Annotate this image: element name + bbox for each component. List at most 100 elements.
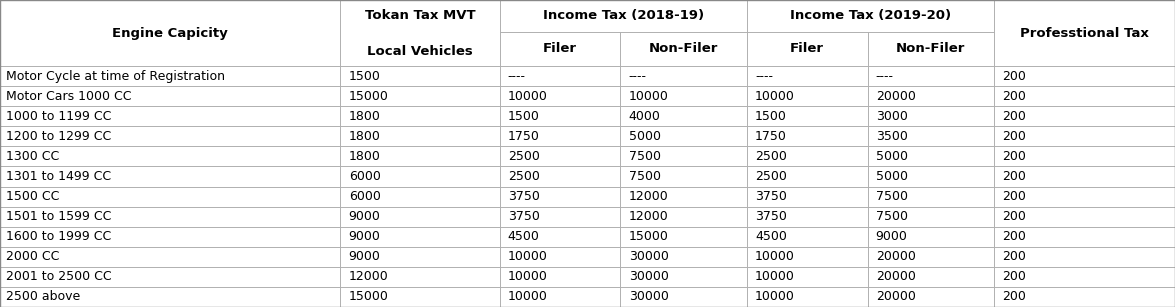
Bar bbox=[867, 207, 994, 227]
Bar bbox=[994, 126, 1175, 146]
Text: Income Tax (2019-20): Income Tax (2019-20) bbox=[790, 9, 951, 22]
Text: 7500: 7500 bbox=[875, 190, 908, 203]
Bar bbox=[994, 146, 1175, 166]
Text: 9000: 9000 bbox=[349, 230, 381, 243]
Text: 7500: 7500 bbox=[875, 210, 908, 223]
Text: 30000: 30000 bbox=[629, 270, 669, 283]
Bar bbox=[620, 66, 747, 86]
Bar bbox=[994, 267, 1175, 287]
Bar bbox=[867, 126, 994, 146]
Bar bbox=[867, 32, 994, 66]
Text: 3500: 3500 bbox=[875, 130, 907, 143]
Bar bbox=[747, 267, 867, 287]
Text: 12000: 12000 bbox=[629, 190, 669, 203]
Bar bbox=[620, 247, 747, 267]
Text: ----: ---- bbox=[629, 70, 646, 83]
Text: Professtional Tax: Professtional Tax bbox=[1020, 26, 1149, 40]
Text: Filer: Filer bbox=[543, 42, 577, 55]
Bar bbox=[620, 186, 747, 207]
Text: 12000: 12000 bbox=[629, 210, 669, 223]
Text: ----: ---- bbox=[508, 70, 526, 83]
Bar bbox=[0, 287, 341, 307]
Bar bbox=[747, 66, 867, 86]
Bar bbox=[994, 287, 1175, 307]
Text: 9000: 9000 bbox=[875, 230, 907, 243]
Bar bbox=[867, 86, 994, 106]
Text: 10000: 10000 bbox=[508, 290, 548, 303]
Text: Tokan Tax MVT

Local Vehicles: Tokan Tax MVT Local Vehicles bbox=[364, 9, 476, 57]
Bar bbox=[341, 247, 499, 267]
Text: 200: 200 bbox=[1002, 130, 1026, 143]
Bar bbox=[0, 126, 341, 146]
Bar bbox=[0, 247, 341, 267]
Bar bbox=[867, 287, 994, 307]
Text: 200: 200 bbox=[1002, 110, 1026, 123]
Text: Non-Filer: Non-Filer bbox=[897, 42, 966, 55]
Text: 10000: 10000 bbox=[508, 250, 548, 263]
Bar bbox=[341, 126, 499, 146]
Bar bbox=[747, 247, 867, 267]
Text: 5000: 5000 bbox=[629, 130, 660, 143]
Text: 10000: 10000 bbox=[756, 290, 794, 303]
Bar bbox=[341, 66, 499, 86]
Bar bbox=[499, 186, 620, 207]
Text: 4000: 4000 bbox=[629, 110, 660, 123]
Text: Filer: Filer bbox=[790, 42, 824, 55]
Bar bbox=[0, 227, 341, 247]
Bar bbox=[341, 267, 499, 287]
Text: 10000: 10000 bbox=[508, 90, 548, 103]
Text: 200: 200 bbox=[1002, 270, 1026, 283]
Text: 5000: 5000 bbox=[875, 150, 908, 163]
Text: 2500: 2500 bbox=[508, 170, 539, 183]
Text: 3750: 3750 bbox=[508, 210, 539, 223]
Bar bbox=[747, 207, 867, 227]
Bar bbox=[0, 66, 341, 86]
Bar bbox=[867, 267, 994, 287]
Text: 30000: 30000 bbox=[629, 290, 669, 303]
Bar bbox=[499, 86, 620, 106]
Text: 15000: 15000 bbox=[629, 230, 669, 243]
Text: 1300 CC: 1300 CC bbox=[6, 150, 59, 163]
Text: 3000: 3000 bbox=[875, 110, 907, 123]
Bar bbox=[620, 32, 747, 66]
Text: 200: 200 bbox=[1002, 210, 1026, 223]
Text: 1600 to 1999 CC: 1600 to 1999 CC bbox=[6, 230, 112, 243]
Bar bbox=[341, 146, 499, 166]
Text: 1500: 1500 bbox=[508, 110, 539, 123]
Bar bbox=[620, 106, 747, 126]
Bar bbox=[747, 146, 867, 166]
Text: 10000: 10000 bbox=[756, 270, 794, 283]
Text: 9000: 9000 bbox=[349, 210, 381, 223]
Bar bbox=[867, 146, 994, 166]
Bar bbox=[620, 166, 747, 186]
Text: ----: ---- bbox=[756, 70, 773, 83]
Bar bbox=[0, 207, 341, 227]
Text: 1501 to 1599 CC: 1501 to 1599 CC bbox=[6, 210, 112, 223]
Text: 2500: 2500 bbox=[756, 170, 787, 183]
Text: 9000: 9000 bbox=[349, 250, 381, 263]
Text: 15000: 15000 bbox=[349, 90, 389, 103]
Bar bbox=[341, 86, 499, 106]
Text: 200: 200 bbox=[1002, 70, 1026, 83]
Text: 1500 CC: 1500 CC bbox=[6, 190, 59, 203]
Bar bbox=[499, 267, 620, 287]
Text: 1750: 1750 bbox=[508, 130, 539, 143]
Text: Income Tax (2018-19): Income Tax (2018-19) bbox=[543, 9, 704, 22]
Bar bbox=[620, 267, 747, 287]
Bar bbox=[499, 32, 620, 66]
Text: 4500: 4500 bbox=[756, 230, 787, 243]
Text: 6000: 6000 bbox=[349, 190, 381, 203]
Text: 2000 CC: 2000 CC bbox=[6, 250, 59, 263]
Bar bbox=[867, 247, 994, 267]
Text: ----: ---- bbox=[875, 70, 894, 83]
Text: Motor Cycle at time of Registration: Motor Cycle at time of Registration bbox=[6, 70, 224, 83]
Bar bbox=[747, 86, 867, 106]
Text: 1200 to 1299 CC: 1200 to 1299 CC bbox=[6, 130, 112, 143]
Bar bbox=[620, 86, 747, 106]
Bar bbox=[994, 106, 1175, 126]
Bar bbox=[341, 106, 499, 126]
Bar bbox=[994, 86, 1175, 106]
Text: 1500: 1500 bbox=[756, 110, 787, 123]
Bar bbox=[341, 0, 499, 66]
Text: 5000: 5000 bbox=[875, 170, 908, 183]
